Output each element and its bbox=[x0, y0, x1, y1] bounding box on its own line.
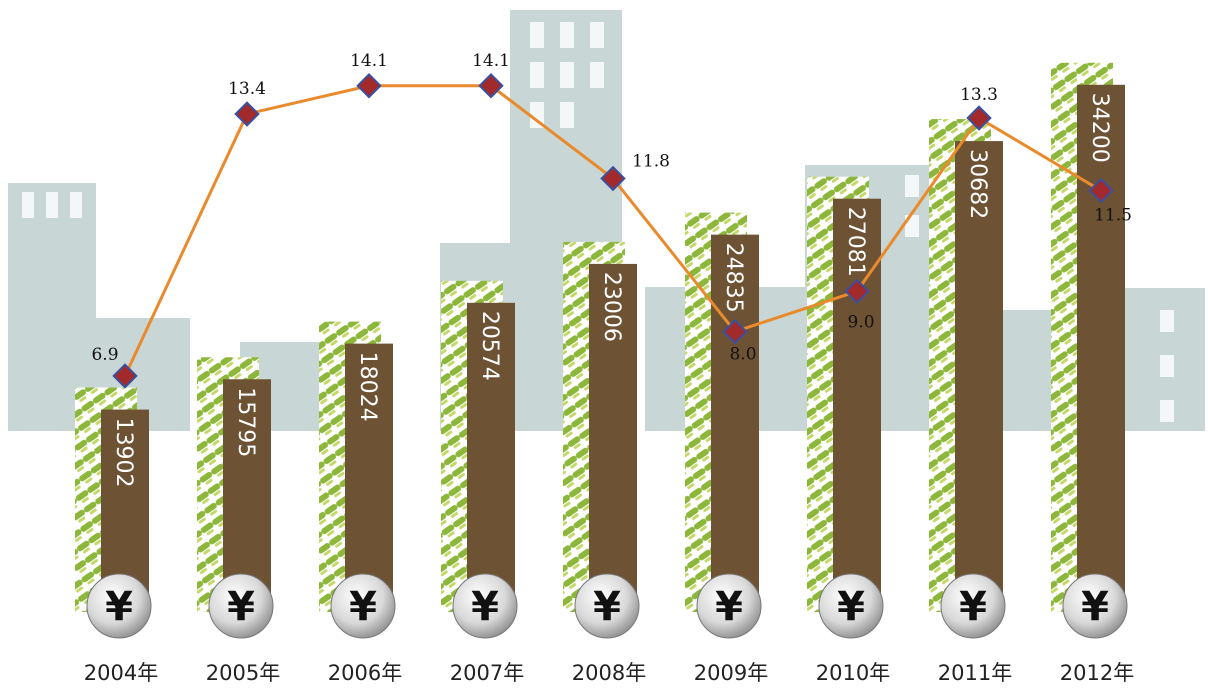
coin bbox=[330, 573, 396, 639]
bar-label: 34200 bbox=[1087, 93, 1112, 163]
line-label: 14.1 bbox=[472, 51, 510, 71]
line-marker bbox=[600, 165, 626, 192]
coin-symbol: ¥ bbox=[837, 584, 865, 630]
bar-label: 15795 bbox=[233, 387, 258, 457]
coin-symbol: ¥ bbox=[471, 584, 499, 630]
coin-symbol: ¥ bbox=[227, 584, 255, 630]
bar-label: 30682 bbox=[965, 149, 990, 219]
line-marker bbox=[356, 73, 382, 99]
line-label: 14.1 bbox=[350, 51, 388, 71]
bar bbox=[345, 343, 393, 612]
coin bbox=[940, 573, 1006, 639]
line-label: 11.5 bbox=[1094, 206, 1132, 226]
x-tick-label: 2012年 bbox=[1060, 661, 1134, 685]
bar-label: 20574 bbox=[477, 311, 502, 381]
coin bbox=[1062, 573, 1128, 639]
line-label: 9.0 bbox=[847, 312, 874, 332]
coin-symbol: ¥ bbox=[593, 584, 621, 630]
line-label: 13.3 bbox=[960, 85, 998, 105]
coin bbox=[574, 573, 640, 639]
x-tick-label: 2008年 bbox=[572, 661, 646, 685]
line-marker bbox=[844, 278, 870, 305]
line-marker bbox=[112, 363, 138, 389]
bar-label: 24835 bbox=[721, 243, 746, 313]
line-marker bbox=[234, 101, 260, 127]
line-marker bbox=[722, 318, 748, 345]
coin-symbol: ¥ bbox=[105, 584, 133, 630]
coin bbox=[818, 573, 884, 639]
bar bbox=[955, 141, 1003, 612]
line-label: 13.4 bbox=[228, 79, 266, 99]
x-tick-label: 2010年 bbox=[816, 661, 890, 685]
line-marker bbox=[1088, 177, 1114, 204]
coin-symbol: ¥ bbox=[349, 584, 377, 630]
line-label: 8.0 bbox=[729, 345, 756, 365]
x-tick-label: 2007年 bbox=[450, 661, 524, 685]
line-marker bbox=[966, 105, 992, 131]
coin-symbol: ¥ bbox=[959, 584, 987, 630]
bar bbox=[223, 379, 271, 612]
x-tick-label: 2011年 bbox=[938, 661, 1012, 685]
bar bbox=[589, 263, 637, 612]
x-tick-label: 2009年 bbox=[694, 661, 768, 685]
x-tick-label: 2005年 bbox=[206, 661, 280, 685]
coin bbox=[696, 573, 762, 639]
line-layer: 6.9 13.4 14.1 14.1 11.8 8.0 9.0 13.3 11.5 bbox=[91, 51, 1132, 389]
coin bbox=[208, 573, 274, 639]
bar bbox=[711, 234, 759, 612]
line-marker bbox=[478, 73, 504, 99]
line-label: 11.8 bbox=[632, 151, 670, 171]
bar bbox=[1077, 84, 1125, 613]
coin-symbol: ¥ bbox=[1081, 584, 1109, 630]
coin-symbol: ¥ bbox=[715, 584, 743, 630]
coin bbox=[452, 573, 518, 639]
x-tick-label: 2004年 bbox=[84, 661, 158, 685]
bars: 13902 ¥2004年 15795 ¥2005年 18024 ¥2006年 20574 ¥2… bbox=[75, 62, 1134, 685]
x-tick-label: 2006年 bbox=[328, 661, 402, 685]
bar-label: 27081 bbox=[843, 207, 868, 277]
bar-label: 18024 bbox=[355, 352, 380, 422]
bar-label: 23006 bbox=[599, 272, 624, 342]
bar bbox=[467, 302, 515, 612]
bar-label: 13902 bbox=[111, 418, 136, 488]
coin bbox=[86, 573, 152, 639]
line-label: 6.9 bbox=[91, 345, 118, 365]
